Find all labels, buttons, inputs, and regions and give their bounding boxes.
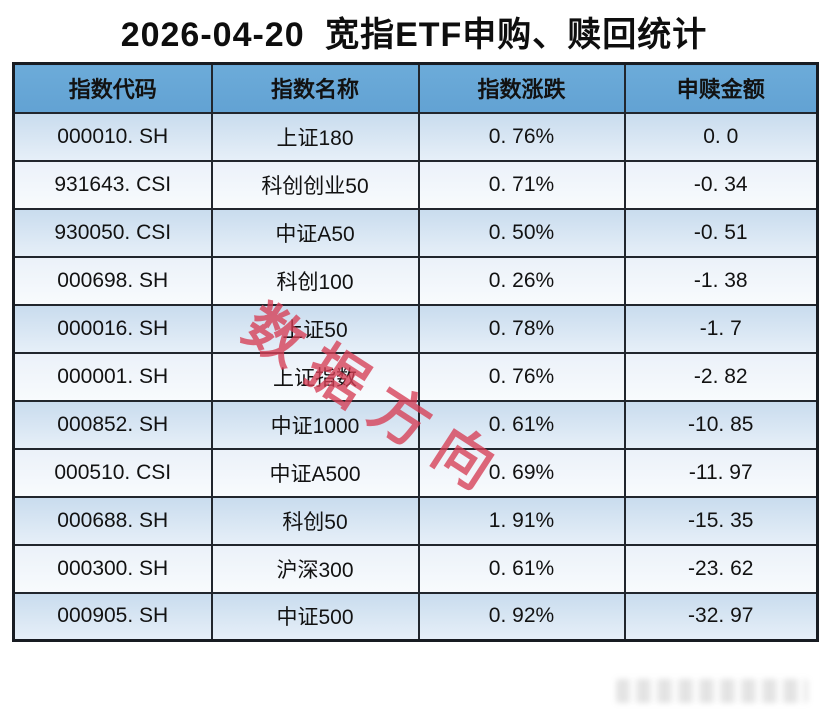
cell-index-change: 0. 61% — [417, 543, 626, 594]
cell-index-name: 中证A50 — [210, 207, 420, 258]
table-row: 000905. SH 中证500 0. 92% -32. 97 — [12, 591, 819, 642]
cell-amount: -1. 7 — [623, 303, 819, 354]
col-header-index-name: 指数名称 — [210, 62, 420, 114]
table-row: 931643. CSI 科创创业50 0. 71% -0. 34 — [12, 159, 819, 210]
cell-amount: -2. 82 — [623, 351, 819, 402]
cell-index-name: 中证1000 — [210, 399, 420, 450]
cell-index-code: 931643. CSI — [12, 159, 213, 210]
table-row: 930050. CSI 中证A50 0. 50% -0. 51 — [12, 207, 819, 258]
cell-index-name: 沪深300 — [210, 543, 420, 594]
cell-index-change: 1. 91% — [417, 495, 626, 546]
cell-index-code: 000905. SH — [12, 591, 213, 642]
cell-index-change: 0. 61% — [417, 399, 626, 450]
cell-amount: -11. 97 — [623, 447, 819, 498]
page-title: 2026-04-20 宽指ETF申购、赎回统计 — [120, 16, 708, 54]
table-row: 000001. SH 上证指数 0. 76% -2. 82 — [12, 351, 819, 402]
col-header-index-change: 指数涨跌 — [417, 62, 626, 114]
cell-index-name: 科创100 — [210, 255, 420, 306]
cell-index-name: 科创50 — [210, 495, 420, 546]
cell-index-name: 上证指数 — [210, 351, 420, 402]
cell-index-change: 0. 76% — [417, 111, 626, 162]
table-row: 000852. SH 中证1000 0. 61% -10. 85 — [12, 399, 819, 450]
cell-index-name: 科创创业50 — [210, 159, 420, 210]
cell-index-code: 000852. SH — [12, 399, 213, 450]
cell-index-name: 中证A500 — [210, 447, 420, 498]
table-row: 000300. SH 沪深300 0. 61% -23. 62 — [12, 543, 819, 594]
cell-amount: -0. 34 — [623, 159, 819, 210]
cell-amount: -32. 97 — [623, 591, 819, 642]
col-header-sub-redeem-amount: 申赎金额 — [623, 62, 819, 114]
cell-amount: -15. 35 — [623, 495, 819, 546]
cell-index-change: 0. 78% — [417, 303, 626, 354]
cell-amount: -0. 51 — [623, 207, 819, 258]
cell-index-change: 0. 26% — [417, 255, 626, 306]
cell-index-code: 000688. SH — [12, 495, 213, 546]
cell-amount: -1. 38 — [623, 255, 819, 306]
cell-index-code: 000300. SH — [12, 543, 213, 594]
col-header-index-code: 指数代码 — [12, 62, 213, 114]
cell-index-code: 000016. SH — [12, 303, 213, 354]
cell-index-code: 000510. CSI — [12, 447, 213, 498]
table-row: 000010. SH 上证180 0. 76% 0. 0 — [12, 111, 819, 162]
table-row: 000688. SH 科创50 1. 91% -15. 35 — [12, 495, 819, 546]
cell-amount: -23. 62 — [623, 543, 819, 594]
cell-index-code: 000001. SH — [12, 351, 213, 402]
table-header-row: 指数代码 指数名称 指数涨跌 申赎金额 — [12, 62, 819, 114]
cell-index-change: 0. 50% — [417, 207, 626, 258]
cell-index-change: 0. 69% — [417, 447, 626, 498]
cell-index-code: 000698. SH — [12, 255, 213, 306]
cell-index-change: 0. 71% — [417, 159, 626, 210]
cell-index-code: 000010. SH — [12, 111, 213, 162]
cell-amount: 0. 0 — [623, 111, 819, 162]
cell-index-change: 0. 92% — [417, 591, 626, 642]
cell-index-name: 上证180 — [210, 111, 420, 162]
faint-watermark — [616, 679, 808, 703]
cell-index-change: 0. 76% — [417, 351, 626, 402]
cell-index-code: 930050. CSI — [12, 207, 213, 258]
table-row: 000510. CSI 中证A500 0. 69% -11. 97 — [12, 447, 819, 498]
etf-statistics-table: 指数代码 指数名称 指数涨跌 申赎金额 000010. SH 上证180 0. … — [12, 62, 819, 642]
cell-amount: -10. 85 — [623, 399, 819, 450]
table-row: 000016. SH 上证50 0. 78% -1. 7 — [12, 303, 819, 354]
table-row: 000698. SH 科创100 0. 26% -1. 38 — [12, 255, 819, 306]
cell-index-name: 上证50 — [210, 303, 420, 354]
cell-index-name: 中证500 — [210, 591, 420, 642]
